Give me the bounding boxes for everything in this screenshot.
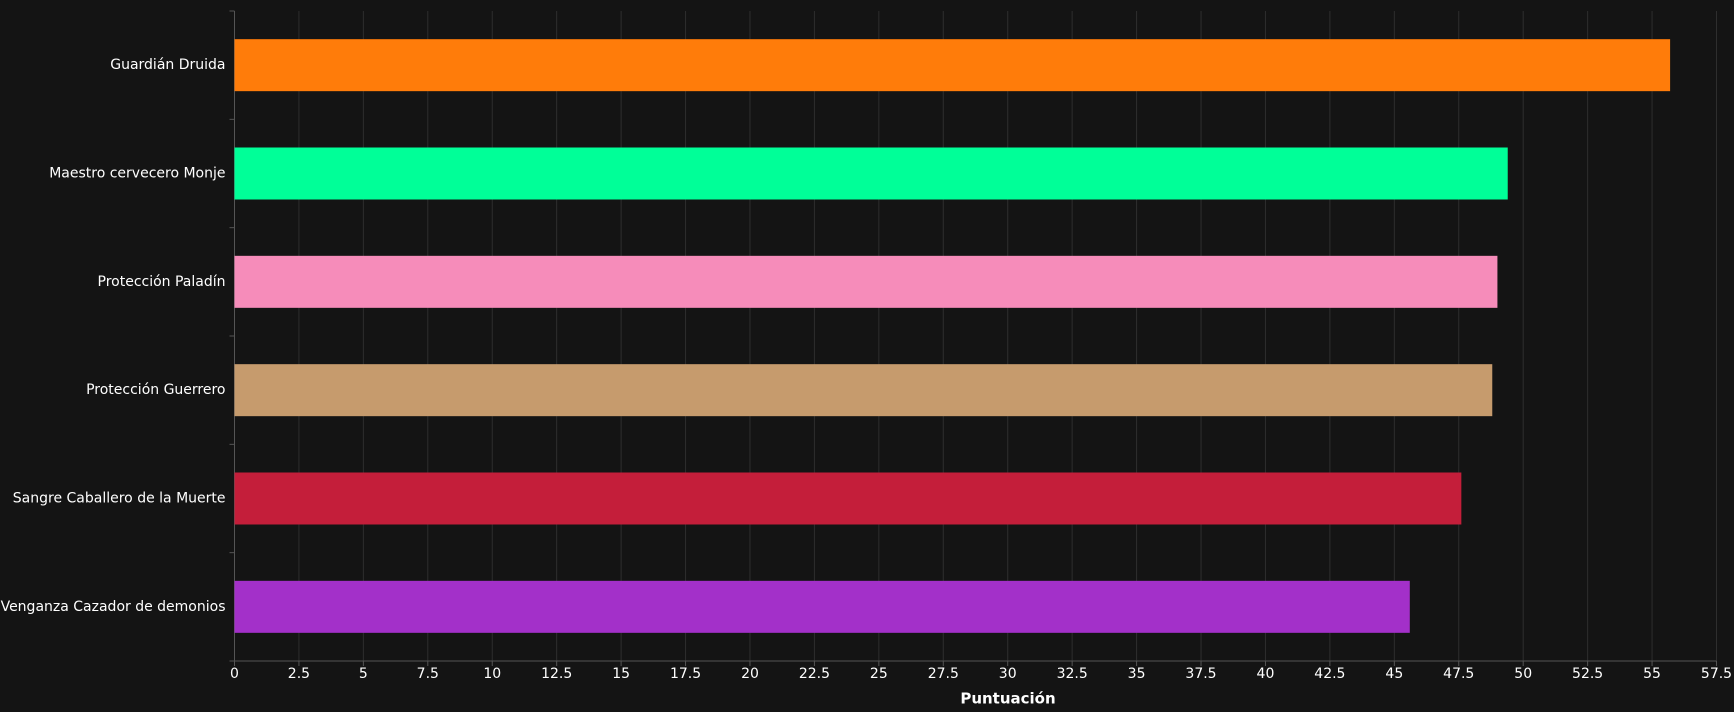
x-axis-label: Puntuación	[960, 690, 1055, 708]
y-tick-label: Guardián Druida	[110, 57, 225, 73]
y-tick-label: Maestro cervecero Monje	[49, 166, 225, 182]
x-tick-label: 40	[1257, 666, 1275, 682]
x-tick-label: 27.5	[928, 666, 959, 682]
x-tick-label: 10	[483, 666, 501, 682]
bar	[234, 364, 1493, 417]
x-tick-label: 12.5	[541, 666, 572, 682]
x-tick-label: 47.5	[1443, 666, 1474, 682]
bar	[234, 147, 1508, 200]
x-tick-label: 25	[870, 666, 888, 682]
x-tick-label: 22.5	[799, 666, 830, 682]
y-tick-label: Protección Paladín	[98, 274, 226, 290]
y-tick-label: Sangre Caballero de la Muerte	[13, 491, 226, 507]
x-tick-label: 0	[230, 666, 239, 682]
x-tick-label: 2.5	[288, 666, 310, 682]
x-tick-label: 35	[1128, 666, 1146, 682]
x-tick-label: 17.5	[670, 666, 701, 682]
bar	[234, 255, 1498, 308]
bar	[234, 580, 1410, 633]
y-tick-label: Venganza Cazador de demonios	[1, 599, 226, 615]
x-tick-label: 15	[612, 666, 630, 682]
x-tick-label: 57.5	[1701, 666, 1732, 682]
x-tick-label: 42.5	[1314, 666, 1345, 682]
x-tick-label: 7.5	[417, 666, 439, 682]
y-tick-label: Protección Guerrero	[86, 382, 225, 398]
x-tick-label: 45	[1385, 666, 1403, 682]
x-tick-label: 52.5	[1572, 666, 1603, 682]
x-tick-label: 50	[1514, 666, 1532, 682]
x-tick-label: 20	[741, 666, 759, 682]
x-tick-label: 30	[999, 666, 1017, 682]
bar	[234, 39, 1671, 92]
x-tick-label: 5	[359, 666, 368, 682]
x-tick-label: 32.5	[1057, 666, 1088, 682]
bar	[234, 472, 1462, 525]
x-tick-label: 37.5	[1185, 666, 1216, 682]
x-tick-label: 55	[1643, 666, 1661, 682]
